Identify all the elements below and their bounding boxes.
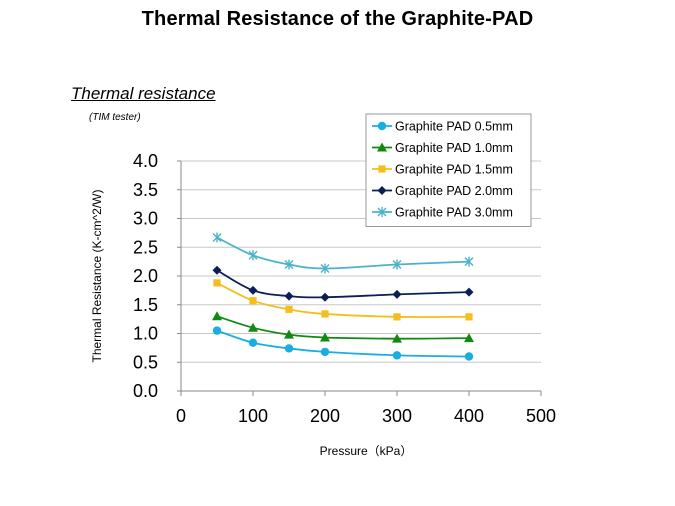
- data-point: [464, 256, 474, 267]
- y-tick-label: 0.5: [133, 352, 158, 372]
- legend-marker: [378, 165, 386, 173]
- data-point: [212, 265, 222, 275]
- data-point: [464, 287, 474, 297]
- legend-marker: [377, 186, 387, 195]
- section-title: Thermal resistance: [71, 84, 216, 103]
- data-point: [320, 292, 330, 302]
- data-point: [284, 291, 294, 301]
- y-tick-label: 4.0: [133, 151, 158, 171]
- x-axis-title: Pressure（kPa）: [320, 444, 413, 458]
- data-point: [393, 313, 401, 321]
- data-point: [212, 311, 222, 321]
- data-point: [285, 305, 293, 313]
- series-layer: [212, 232, 474, 361]
- data-point: [284, 344, 294, 353]
- data-point: [321, 310, 329, 318]
- data-point: [248, 338, 258, 347]
- legend-marker: [377, 142, 387, 152]
- legend-box: [365, 113, 532, 227]
- y-tick-label: 1.5: [133, 295, 158, 315]
- data-point: [320, 263, 330, 274]
- y-tick-label: 0.0: [133, 381, 158, 401]
- x-tick-label: 200: [310, 406, 340, 426]
- data-point: [464, 333, 474, 343]
- series-4: [212, 265, 474, 302]
- x-tick-label: 100: [238, 406, 268, 426]
- data-point: [248, 285, 258, 295]
- y-axis-title: Thermal Resistance (K-cm^2/W): [90, 190, 104, 363]
- x-tick-label: 400: [454, 406, 484, 426]
- data-point: [465, 313, 473, 321]
- data-point: [320, 347, 330, 357]
- section-note: (TIM tester): [89, 112, 141, 123]
- data-point: [320, 332, 330, 342]
- data-point: [392, 351, 402, 360]
- data-point: [392, 289, 402, 299]
- series-3: [213, 279, 473, 321]
- data-point: [284, 329, 294, 339]
- series-2: [212, 311, 474, 343]
- data-point: [249, 297, 257, 305]
- data-point: [392, 259, 402, 270]
- legend-label: Graphite PAD 2.0mm: [395, 184, 513, 198]
- data-point: [392, 333, 402, 343]
- data-point: [212, 326, 222, 335]
- legend-label: Graphite PAD 3.0mm: [395, 206, 513, 220]
- data-point: [248, 250, 258, 261]
- legend-label: Graphite PAD 1.0mm: [395, 141, 513, 155]
- data-point: [212, 232, 222, 243]
- series-1: [212, 326, 474, 361]
- legend-marker: [377, 207, 387, 217]
- y-tick-label: 1.0: [133, 324, 158, 344]
- x-tick-label: 0: [176, 406, 186, 426]
- legend: Graphite PAD 0.5mm Graphite PAD 1.0mm Grap…: [365, 113, 532, 227]
- series-line: [216, 269, 470, 299]
- y-tick-label: 2.5: [133, 237, 158, 257]
- x-tick-label: 500: [526, 406, 556, 426]
- axis-layer: 0.0 0.5 1.0 1.5 2.0 2.5 3.0 3.5 4.0 0 100 200 300 400…: [133, 151, 556, 426]
- data-point: [464, 352, 474, 361]
- y-tick-label: 2.0: [133, 266, 158, 286]
- slide-title: Thermal Resistance of the Graphite-PAD: [141, 8, 534, 30]
- legend-marker: [377, 121, 387, 131]
- data-point: [213, 279, 221, 287]
- series-5: [212, 232, 474, 274]
- x-tick-label: 300: [382, 406, 412, 426]
- legend-label: Graphite PAD 0.5mm: [395, 120, 513, 134]
- y-tick-label: 3.5: [133, 180, 158, 200]
- y-tick-label: 3.0: [133, 209, 158, 229]
- legend-label: Graphite PAD 1.5mm: [395, 163, 513, 177]
- data-point: [284, 259, 294, 270]
- data-point: [248, 322, 258, 332]
